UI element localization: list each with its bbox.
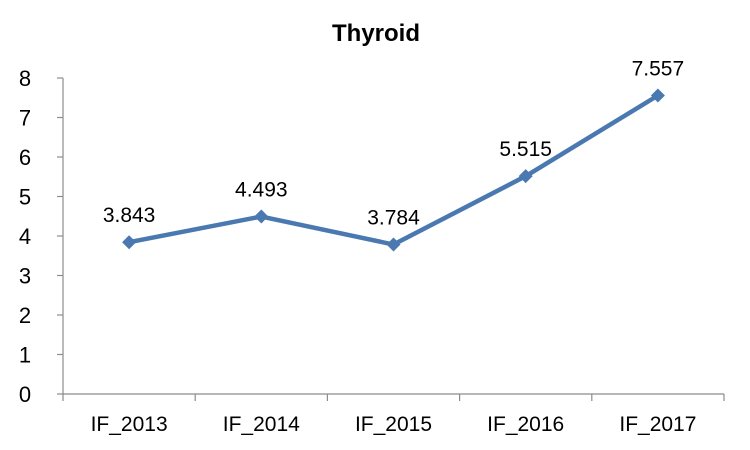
data-point-marker [518, 169, 533, 184]
data-label: 3.843 [103, 204, 156, 227]
data-point-marker [254, 209, 269, 224]
x-tick-label: IF_2015 [355, 413, 432, 436]
y-axis-ticks: 0 1 2 3 4 5 6 7 8 [19, 66, 63, 407]
y-tick-label: 5 [19, 185, 31, 210]
y-tick-label: 7 [19, 106, 31, 131]
x-tick-label: IF_2014 [223, 413, 300, 436]
data-point-marker [122, 235, 137, 250]
y-tick-label: 0 [19, 382, 31, 407]
y-tick-label: 6 [19, 145, 31, 170]
y-tick-label: 8 [19, 66, 31, 91]
data-point-marker [650, 88, 665, 103]
data-point-marker [386, 237, 401, 252]
chart-title: Thyroid [332, 20, 420, 47]
data-labels: 3.843 4.493 3.784 5.515 7.557 [103, 57, 684, 229]
y-tick-label: 3 [19, 264, 31, 289]
data-label: 4.493 [235, 179, 288, 202]
data-label: 7.557 [632, 57, 685, 80]
y-tick-label: 1 [19, 343, 31, 368]
series-group [122, 88, 665, 252]
x-tick-label: IF_2016 [487, 413, 564, 436]
data-label: 3.784 [367, 207, 420, 230]
x-tick-label: IF_2013 [91, 413, 168, 436]
y-tick-label: 4 [19, 224, 31, 249]
data-label: 5.515 [499, 138, 552, 161]
x-axis-ticks: IF_2013 IF_2014 IF_2015 IF_2016 IF_2017 [62, 394, 725, 436]
x-tick-label: IF_2017 [619, 413, 696, 436]
y-tick-label: 2 [19, 303, 31, 328]
